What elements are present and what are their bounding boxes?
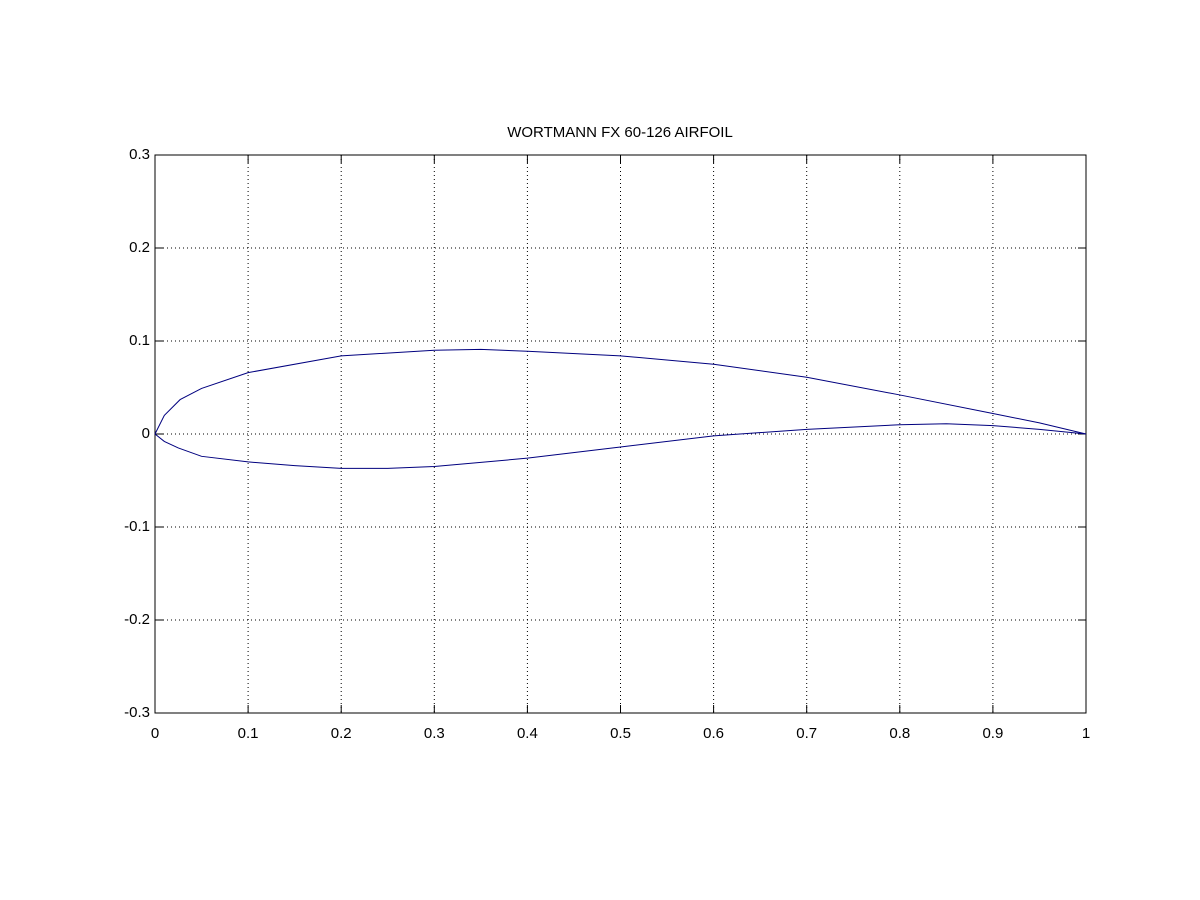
x-tick-label: 0.5 xyxy=(610,725,631,742)
x-tick-label: 0.8 xyxy=(889,725,910,742)
y-tick-label: -0.1 xyxy=(124,518,150,535)
y-tick-label: -0.2 xyxy=(124,611,150,628)
y-tick-label: 0.3 xyxy=(129,146,150,163)
x-tick-label: 0.6 xyxy=(703,725,724,742)
y-tick-label: 0.1 xyxy=(129,332,150,349)
x-tick-label: 1 xyxy=(1082,725,1090,742)
x-tick-label: 0.2 xyxy=(331,725,352,742)
x-tick-label: 0.3 xyxy=(424,725,445,742)
plot-frame xyxy=(154,154,1087,714)
x-tick-label: 0.7 xyxy=(796,725,817,742)
airfoil-line xyxy=(154,348,1087,435)
x-tick-label: 0.9 xyxy=(982,725,1003,742)
x-tick-label: 0 xyxy=(151,725,159,742)
x-tick-label: 0.1 xyxy=(238,725,259,742)
y-tick-label: 0.2 xyxy=(129,239,150,256)
y-tick-label: -0.3 xyxy=(124,704,150,721)
airfoil-line xyxy=(154,423,1087,469)
y-tick-label: 0 xyxy=(142,425,150,442)
x-tick-label: 0.4 xyxy=(517,725,538,742)
chart-title: WORTMANN FX 60-126 AIRFOIL xyxy=(507,124,733,141)
